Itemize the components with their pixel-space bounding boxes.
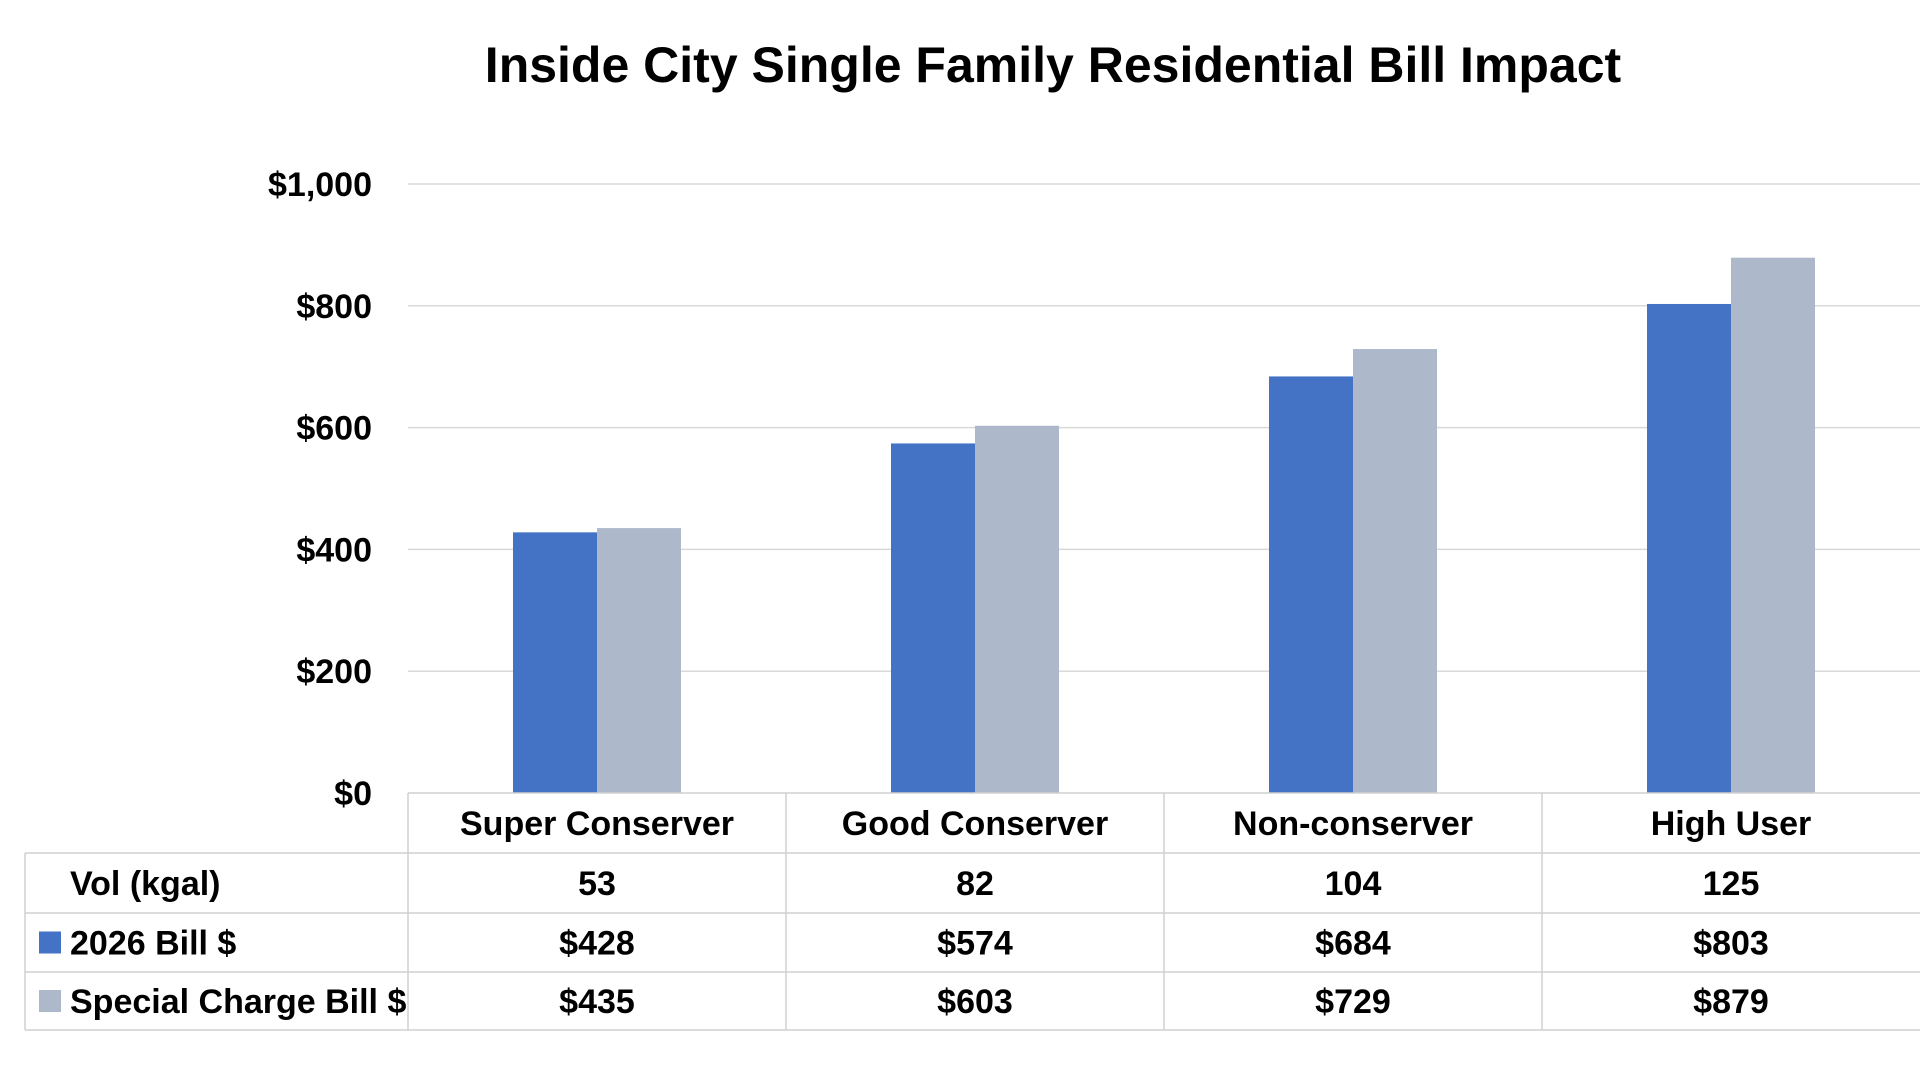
category-label: High User <box>1651 805 1812 843</box>
bars <box>513 257 1815 794</box>
table-cell: $729 <box>1315 983 1391 1021</box>
table-cell: $435 <box>559 983 635 1021</box>
y-tick-label: $200 <box>296 653 372 691</box>
bar-special-charge-1 <box>975 425 1059 793</box>
y-tick-label: $400 <box>296 531 372 569</box>
bar-special-charge-3 <box>1731 257 1815 794</box>
table-cell: 125 <box>1703 865 1760 903</box>
category-label: Super Conserver <box>460 805 734 843</box>
table-cell: $684 <box>1315 925 1391 963</box>
category-label: Good Conserver <box>842 805 1108 843</box>
bar-special-charge-0 <box>597 528 681 793</box>
y-tick-label: $600 <box>296 410 372 448</box>
bar-bill-2026-3 <box>1647 303 1731 793</box>
chart-title: Inside City Single Family Residential Bi… <box>485 37 1622 93</box>
table-row-label: 2026 Bill $ <box>70 925 236 963</box>
table-cell: $803 <box>1693 925 1769 963</box>
y-tick-label: $800 <box>296 288 372 326</box>
category-label: Non-conserver <box>1233 805 1473 843</box>
y-axis: $0 $200 $400 $600 $800 $1,000 <box>268 166 372 813</box>
bar-special-charge-2 <box>1353 349 1437 793</box>
table-cell: 82 <box>956 865 994 903</box>
table-row-label: Special Charge Bill $ <box>70 983 406 1021</box>
table-cell: $879 <box>1693 983 1769 1021</box>
legend-key <box>39 931 61 954</box>
y-tick-label: $0 <box>334 775 372 813</box>
bar-bill-2026-0 <box>513 532 597 793</box>
table-cell: $428 <box>559 925 635 963</box>
table-cell: $603 <box>937 983 1013 1021</box>
table-row-label: Vol (kgal) <box>70 865 221 903</box>
y-tick-label: $1,000 <box>268 166 372 204</box>
bar-bill-2026-1 <box>891 443 975 793</box>
table-cell: 53 <box>578 865 616 903</box>
table-cell: 104 <box>1325 865 1382 903</box>
data-table: Super Conserver Good Conserver Non-conserv… <box>24 792 1920 1031</box>
bar-bill-2026-2 <box>1269 376 1353 793</box>
table-cell: $574 <box>937 925 1013 963</box>
legend-key <box>39 990 61 1012</box>
